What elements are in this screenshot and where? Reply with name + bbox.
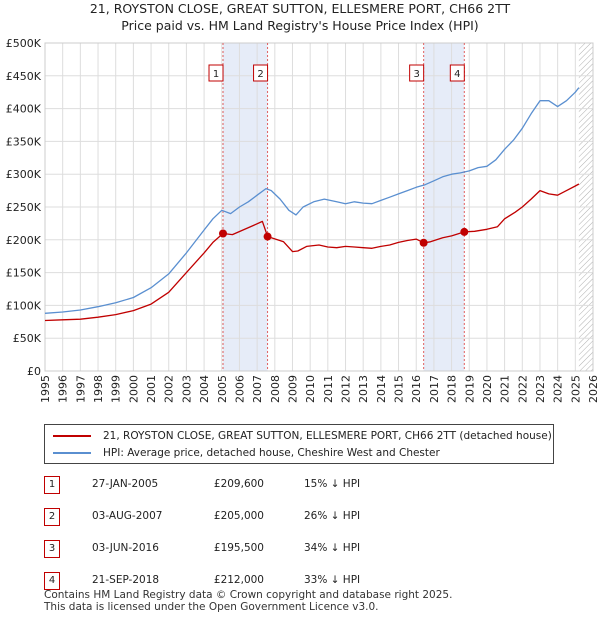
table-row: 1 27-JAN-2005 £209,600 15% ↓ HPI: [44, 476, 464, 496]
legend-item-price: 21, ROYSTON CLOSE, GREAT SUTTON, ELLESME…: [53, 428, 552, 444]
x-tick-label: 2012: [340, 375, 353, 403]
x-tick-label: 2025: [569, 375, 582, 403]
x-tick-label: 1997: [74, 375, 87, 403]
sale-point: [263, 232, 272, 241]
chart-legend: 21, ROYSTON CLOSE, GREAT SUTTON, ELLESME…: [44, 424, 554, 464]
x-tick-label: 2016: [410, 375, 423, 403]
hpi-line: [44, 87, 580, 314]
x-tick-label: 2022: [516, 375, 529, 403]
table-row: 3 03-JUN-2016 £195,500 34% ↓ HPI: [44, 540, 464, 560]
x-tick-label: 2008: [269, 375, 282, 403]
chart-title-line2: Price paid vs. HM Land Registry's House …: [121, 18, 479, 33]
sale-hpi-diff: 34% ↓ HPI: [304, 542, 361, 554]
sale-marker-label: 1: [213, 69, 219, 80]
x-tick-label: 2005: [216, 375, 229, 403]
price-chart: 1 2 3 4 £0 £50K £100K £150K £200K £250K £300K £350K…: [6, 37, 600, 403]
y-tick-label: £500K: [6, 37, 42, 50]
sale-marker-box: [409, 64, 425, 82]
x-tick-label: 2010: [304, 375, 317, 403]
sale-price: £205,000: [213, 510, 264, 522]
sale-date: 03-JUN-2016: [92, 542, 159, 554]
x-tick-label: 2015: [393, 375, 406, 403]
x-tick-label: 2014: [375, 375, 388, 403]
sale-marker-box: [208, 64, 224, 82]
x-tick-label: 2007: [251, 375, 264, 403]
legend-label-price: 21, ROYSTON CLOSE, GREAT SUTTON, ELLESME…: [103, 430, 552, 442]
x-tick-label: 2026: [587, 375, 600, 403]
sale-number-badge: 2: [44, 508, 60, 526]
plot-border: [44, 42, 594, 372]
footer-license: This data is licensed under the Open Gov…: [44, 601, 379, 613]
y-tick-label: £100K: [6, 299, 42, 312]
sale-price: £212,000: [213, 574, 264, 586]
y-tick-label: £200K: [6, 234, 42, 247]
x-tick-label: 2018: [446, 375, 459, 403]
sale-point: [419, 238, 428, 247]
x-tick-label: 2006: [233, 375, 246, 403]
sale-marker-label: 3: [413, 69, 419, 80]
sale-hpi-diff: 15% ↓ HPI: [304, 478, 361, 490]
legend-swatch-hpi: [53, 452, 91, 454]
chart-title-line1: 21, ROYSTON CLOSE, GREAT SUTTON, ELLESME…: [89, 1, 511, 16]
y-tick-label: £0: [27, 365, 41, 378]
y-tick-label: £400K: [6, 103, 42, 116]
sale-marker-label: 4: [454, 69, 460, 80]
sale-date: 21-SEP-2018: [92, 574, 160, 586]
sale-marker-box: [449, 64, 465, 82]
x-tick-label: 2001: [145, 375, 158, 403]
legend-swatch-price: [53, 435, 91, 437]
y-tick-label: £150K: [6, 267, 42, 280]
sale-price: £195,500: [213, 542, 264, 554]
y-tick-label: £50K: [13, 332, 42, 345]
sale-point: [219, 229, 228, 238]
x-tick-label: 2023: [534, 375, 547, 403]
x-tick-label: 2011: [322, 375, 335, 403]
sale-point: [460, 227, 469, 236]
sale-price: £209,600: [213, 478, 264, 490]
sale-marker-label: 2: [257, 69, 263, 80]
sale-date: 03-AUG-2007: [92, 510, 163, 522]
x-tick-label: 2017: [428, 375, 441, 403]
y-tick-label: £450K: [6, 70, 42, 83]
sale-number-badge: 3: [44, 540, 60, 558]
y-tick-label: £300K: [6, 168, 42, 181]
x-tick-label: 2009: [286, 375, 299, 403]
x-tick-label: 1999: [110, 375, 123, 403]
y-tick-label: £250K: [6, 201, 42, 214]
x-tick-label: 2024: [552, 375, 565, 403]
sale-number-badge: 4: [44, 572, 60, 590]
x-tick-label: 2004: [198, 375, 211, 403]
sale-hpi-diff: 33% ↓ HPI: [304, 574, 361, 586]
x-tick-label: 1998: [92, 375, 105, 403]
price-paid-line: [44, 183, 580, 322]
x-tick-label: 2013: [357, 375, 370, 403]
legend-item-hpi: HPI: Average price, detached house, Ches…: [53, 445, 440, 461]
x-tick-label: 1995: [39, 375, 52, 403]
x-tick-label: 2020: [481, 375, 494, 403]
x-tick-label: 2002: [163, 375, 176, 403]
table-row: 2 03-AUG-2007 £205,000 26% ↓ HPI: [44, 508, 464, 528]
sale-date: 27-JAN-2005: [92, 478, 159, 490]
x-tick-label: 2021: [499, 375, 512, 403]
y-tick-label: £350K: [6, 135, 42, 148]
sale-number-badge: 1: [44, 476, 60, 494]
x-tick-label: 2019: [463, 375, 476, 403]
table-row: 4 21-SEP-2018 £212,000 33% ↓ HPI: [44, 572, 464, 592]
sale-hpi-diff: 26% ↓ HPI: [304, 510, 361, 522]
x-tick-label: 1996: [57, 375, 70, 403]
sale-marker-box: [253, 64, 269, 82]
x-tick-label: 2003: [180, 375, 193, 403]
x-tick-label: 2000: [127, 375, 140, 403]
footer-copyright: Contains HM Land Registry data © Crown c…: [44, 589, 453, 601]
legend-label-hpi: HPI: Average price, detached house, Ches…: [103, 447, 440, 459]
